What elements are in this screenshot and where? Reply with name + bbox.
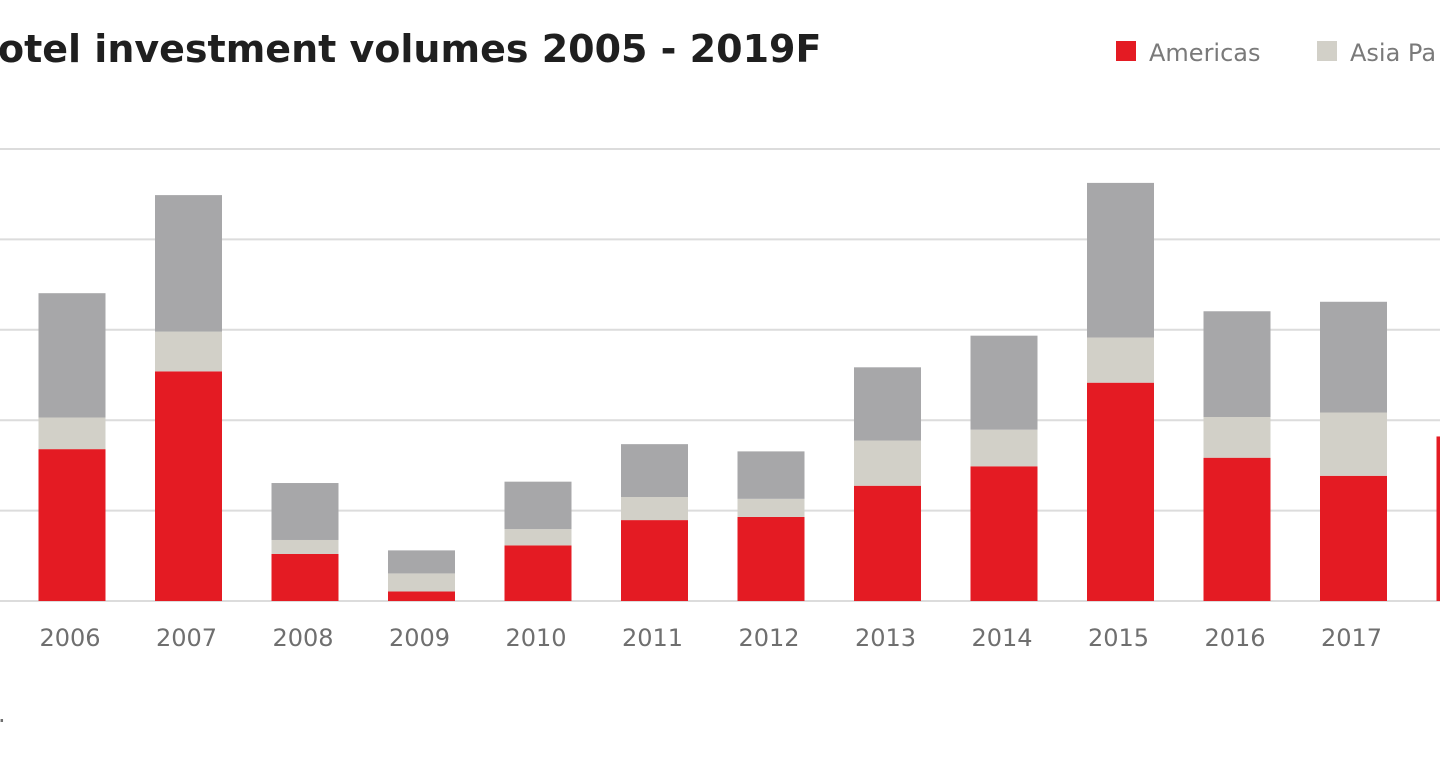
bars — [38, 182, 1440, 601]
x-tick-label-2008: 2008 — [272, 624, 333, 652]
bar-segment-2011-series-1 — [621, 497, 688, 521]
bar-segment-2013-series-1 — [854, 440, 921, 486]
bar-segment-2006-series-2 — [38, 293, 106, 418]
chart-title: otel investment volumes 2005 - 2019F — [0, 27, 821, 71]
x-tick-label-2009: 2009 — [389, 624, 450, 652]
bar-segment-2013-series-2 — [854, 367, 921, 441]
bar-segment-2012-series-0 — [737, 516, 805, 601]
bar-segment-2018-series-0 — [1436, 436, 1440, 601]
bar-segment-2014-series-0 — [970, 466, 1038, 601]
bar-segment-2006-series-1 — [38, 417, 106, 450]
legend-label-americas: Americas — [1149, 39, 1261, 67]
x-tick-labels: 2006 2007 2008 2009 2010 2011 2012 2013 2014 2015… — [39, 624, 1382, 652]
bar-segment-2009-series-0 — [388, 591, 455, 601]
bar-segment-2017-series-0 — [1320, 475, 1387, 601]
footnote: . — [0, 700, 6, 728]
x-tick-label-2012: 2012 — [738, 624, 799, 652]
bar-segment-2017-series-2 — [1320, 301, 1387, 413]
bar-segment-2008-series-0 — [271, 553, 339, 601]
bar-segment-2010-series-0 — [504, 545, 572, 601]
x-tick-label-2010: 2010 — [505, 624, 566, 652]
bar-segment-2008-series-2 — [271, 483, 339, 540]
legend: Americas Asia Pa — [1116, 39, 1436, 67]
bar-segment-2016-series-1 — [1203, 417, 1271, 458]
x-tick-label-2014: 2014 — [971, 624, 1032, 652]
bar-segment-2012-series-2 — [737, 451, 805, 499]
legend-swatch-americas — [1116, 41, 1136, 61]
x-tick-label-2007: 2007 — [156, 624, 217, 652]
bar-segment-2007-series-0 — [155, 371, 222, 601]
legend-swatch-asia-pacific — [1317, 41, 1337, 61]
bar-segment-2014-series-1 — [970, 429, 1038, 467]
x-tick-label-2013: 2013 — [855, 624, 916, 652]
bar-segment-2010-series-1 — [504, 529, 572, 546]
x-tick-label-2006: 2006 — [39, 624, 100, 652]
bar-segment-2013-series-0 — [854, 485, 921, 601]
x-tick-label-2017: 2017 — [1321, 624, 1382, 652]
bar-segment-2012-series-1 — [737, 498, 805, 517]
bar-segment-2010-series-2 — [504, 481, 572, 530]
gridlines — [0, 148, 1440, 602]
bar-segment-2009-series-1 — [388, 573, 455, 592]
bar-segment-2015-series-2 — [1087, 182, 1154, 338]
bar-segment-2009-series-2 — [388, 550, 455, 574]
bar-segment-2015-series-1 — [1087, 337, 1154, 383]
bar-segment-2011-series-0 — [621, 520, 688, 601]
bar-segment-2016-series-2 — [1203, 311, 1271, 418]
bar-segment-2016-series-0 — [1203, 457, 1271, 601]
legend-label-asia-pacific: Asia Pa — [1350, 39, 1436, 67]
bar-segment-2007-series-1 — [155, 331, 222, 372]
bar-segment-2015-series-0 — [1087, 382, 1154, 601]
bar-segment-2011-series-2 — [621, 444, 688, 498]
x-tick-label-2015: 2015 — [1088, 624, 1149, 652]
bar-segment-2006-series-0 — [38, 449, 106, 601]
x-tick-label-2011: 2011 — [622, 624, 683, 652]
bar-segment-2007-series-2 — [155, 195, 222, 332]
bar-segment-2014-series-2 — [970, 335, 1038, 430]
bar-segment-2017-series-1 — [1320, 412, 1387, 476]
x-tick-label-2016: 2016 — [1204, 624, 1265, 652]
bar-segment-2008-series-1 — [271, 539, 339, 554]
